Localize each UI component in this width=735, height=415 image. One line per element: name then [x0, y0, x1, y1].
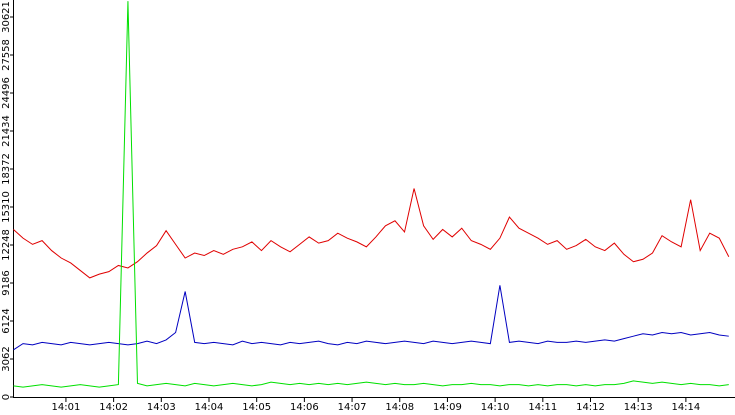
y-tick-label: 6124: [1, 308, 12, 333]
y-tick-label: 3062: [1, 346, 12, 371]
x-tick-label: 14:14: [671, 402, 700, 413]
x-tick-label: 14:08: [385, 402, 414, 413]
y-tick-label: 27558: [1, 39, 12, 71]
x-tick-label: 14:05: [242, 402, 271, 413]
series-line: [13, 285, 729, 351]
series-line: [13, 1, 729, 388]
x-tick-label: 14:02: [99, 402, 128, 413]
x-tick-label: 14:06: [290, 402, 319, 413]
x-tick-label: 14:10: [481, 402, 510, 413]
series-line: [13, 188, 730, 279]
x-tick-label: 14:11: [528, 402, 557, 413]
y-tick-label: 12248: [1, 229, 12, 261]
y-tick-label: 0: [1, 394, 12, 400]
x-tick-label: 14:04: [195, 402, 224, 413]
y-tick-label: 9186: [1, 270, 12, 295]
x-tick-label: 14:01: [52, 402, 81, 413]
y-tick-label: 30621: [1, 1, 12, 33]
x-tick-label: 14:03: [147, 402, 176, 413]
x-tick-label: 14:12: [576, 402, 605, 413]
y-tick-label: 24496: [1, 77, 12, 109]
x-tick-label: 14:07: [338, 402, 367, 413]
y-tick-label: 21434: [1, 115, 12, 147]
y-tick-label: 18372: [1, 153, 12, 185]
y-tick-label: 15310: [1, 191, 12, 223]
x-tick-label: 14:09: [433, 402, 462, 413]
x-tick-label: 14:13: [624, 402, 653, 413]
